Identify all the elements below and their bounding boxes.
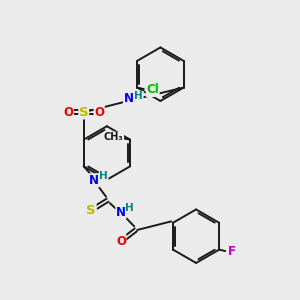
Text: O: O [116,235,126,248]
Text: S: S [79,106,88,119]
Text: N: N [89,174,99,187]
Text: N: N [124,92,134,105]
Text: O: O [63,106,73,119]
Text: H: H [99,172,108,182]
Text: H: H [134,92,143,101]
Text: O: O [94,106,104,119]
Text: CH₃: CH₃ [104,132,124,142]
Text: N: N [116,206,126,219]
Text: H: H [125,203,134,213]
Text: Cl: Cl [146,83,159,97]
Text: S: S [86,204,96,217]
Text: F: F [228,245,236,258]
